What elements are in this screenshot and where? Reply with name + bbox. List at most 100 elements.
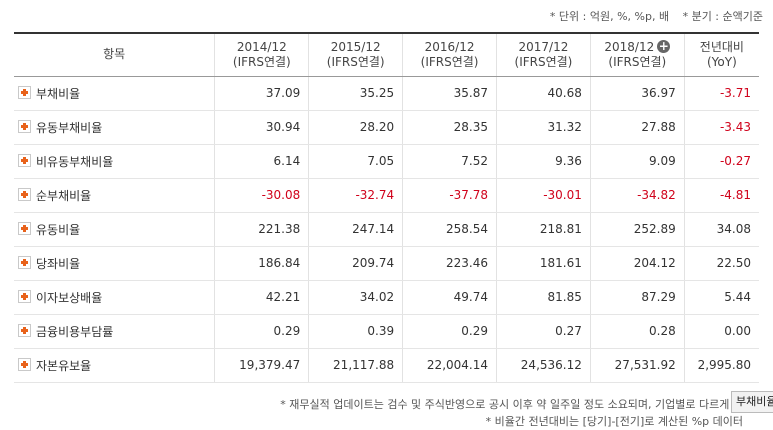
value-cell: 9.09 xyxy=(589,144,685,179)
expand-plus-icon[interactable] xyxy=(18,323,31,337)
value-cell: 21,117.88 xyxy=(308,348,403,383)
expand-plus-icon[interactable] xyxy=(18,119,31,133)
unit-note: * 단위 : 억원, %, %p, 배 * 분기 : 순액기준 xyxy=(550,8,763,24)
header-period-basis: (IFRS연결) xyxy=(514,54,573,69)
header-period-year: 2015/12 xyxy=(330,39,381,54)
yoy-cell: -3.43 xyxy=(683,110,759,145)
value-cell: -32.74 xyxy=(308,178,403,213)
table-row: 부채비율 37.09 35.25 35.87 40.68 36.97 -3.71 xyxy=(14,76,759,111)
table-row: 이자보상배율 42.21 34.02 49.74 81.85 87.29 5.44 xyxy=(14,280,759,315)
row-label[interactable]: 비유동부채비율 xyxy=(36,154,114,169)
value-cell: 6.14 xyxy=(214,144,309,179)
value-cell: 9.36 xyxy=(496,144,591,179)
row-name-cell: 유동부채비율 xyxy=(14,110,215,145)
row-name-cell: 금융비용부담률 xyxy=(14,314,215,349)
table-header-row: 항목 2014/12 (IFRS연결) 2015/12 (IFRS연결) 201… xyxy=(14,32,759,77)
header-period: 2017/12 (IFRS연결) xyxy=(496,32,591,77)
expand-plus-icon[interactable] xyxy=(18,153,31,167)
value-cell: 7.52 xyxy=(402,144,497,179)
header-period-year: 2018/12 xyxy=(604,39,655,54)
header-period-year: 2016/12 xyxy=(424,39,475,54)
unit-note-basis: * 분기 : 순액기준 xyxy=(682,10,763,23)
row-name-cell: 비유동부채비율 xyxy=(14,144,215,179)
value-cell: 22,004.14 xyxy=(402,348,497,383)
header-period-year: 2017/12 xyxy=(518,39,569,54)
value-cell: 42.21 xyxy=(214,280,309,315)
value-cell: 35.87 xyxy=(402,76,497,111)
footer-note-2: * 비율간 전년대비는 [당기]-[전기]로 계산된 %p 데이터 xyxy=(485,415,743,428)
header-yoy-sub: (YoY) xyxy=(706,54,737,69)
unit-note-unit: * 단위 : 억원, %, %p, 배 xyxy=(549,10,670,23)
row-label[interactable]: 유동부채비율 xyxy=(36,120,103,135)
yoy-cell: 34.08 xyxy=(683,212,759,247)
row-label[interactable]: 이자보상배율 xyxy=(36,290,103,305)
header-period: 2014/12 (IFRS연결) xyxy=(214,32,309,77)
table-row: 유동부채비율 30.94 28.20 28.35 31.32 27.88 -3.43 xyxy=(14,110,759,145)
value-cell: 221.38 xyxy=(214,212,309,247)
value-cell: -37.78 xyxy=(402,178,497,213)
value-cell: 81.85 xyxy=(496,280,591,315)
header-period: 2015/12 (IFRS연결) xyxy=(308,32,403,77)
row-label[interactable]: 순부채비율 xyxy=(36,188,92,203)
value-cell: 27,531.92 xyxy=(589,348,685,383)
value-cell: 258.54 xyxy=(402,212,497,247)
yoy-cell: -3.71 xyxy=(683,76,759,111)
value-cell: 35.25 xyxy=(308,76,403,111)
row-name-cell: 당좌비율 xyxy=(14,246,215,281)
value-cell: -30.01 xyxy=(496,178,591,213)
table-row: 당좌비율 186.84 209.74 223.46 181.61 204.12 22.50 xyxy=(14,246,759,281)
value-cell: 7.05 xyxy=(308,144,403,179)
value-cell: 181.61 xyxy=(496,246,591,281)
header-period-basis: (IFRS연결) xyxy=(232,54,291,69)
row-name-cell: 자본유보율 xyxy=(14,348,215,383)
table-row: 자본유보율 19,379.47 21,117.88 22,004.14 24,536.1… xyxy=(14,348,759,383)
value-cell: 186.84 xyxy=(214,246,309,281)
expand-plus-icon[interactable] xyxy=(18,187,31,201)
header-period-year: 2014/12 xyxy=(236,39,287,54)
value-cell: 36.97 xyxy=(589,76,685,111)
header-yoy-label: 전년대비 xyxy=(699,39,744,54)
expand-plus-icon[interactable] xyxy=(18,357,31,371)
value-cell: 30.94 xyxy=(214,110,309,145)
value-cell: 0.29 xyxy=(214,314,309,349)
value-cell: 247.14 xyxy=(308,212,403,247)
header-item: 항목 xyxy=(14,32,215,77)
value-cell: 0.27 xyxy=(496,314,591,349)
value-cell: 209.74 xyxy=(308,246,403,281)
value-cell: 40.68 xyxy=(496,76,591,111)
expand-plus-icon[interactable] xyxy=(18,289,31,303)
value-cell: 252.89 xyxy=(589,212,685,247)
table-row: 순부채비율 -30.08 -32.74 -37.78 -30.01 -34.82 -4.81 xyxy=(14,178,759,213)
value-cell: 87.29 xyxy=(589,280,685,315)
value-cell: 31.32 xyxy=(496,110,591,145)
row-label[interactable]: 당좌비율 xyxy=(36,256,81,271)
row-name-cell: 순부채비율 xyxy=(14,178,215,213)
value-cell: 28.20 xyxy=(308,110,403,145)
row-name-cell: 부채비율 xyxy=(14,76,215,111)
yoy-cell: -0.27 xyxy=(683,144,759,179)
value-cell: 28.35 xyxy=(402,110,497,145)
header-yoy: 전년대비 (YoY) xyxy=(683,32,759,77)
expand-plus-icon[interactable] xyxy=(18,85,31,99)
yoy-cell: 5.44 xyxy=(683,280,759,315)
yoy-cell: -4.81 xyxy=(683,178,759,213)
row-label[interactable]: 유동비율 xyxy=(36,222,81,237)
table-row: 금융비용부담률 0.29 0.39 0.29 0.27 0.28 0.00 xyxy=(14,314,759,349)
row-label[interactable]: 부채비율 xyxy=(36,86,81,101)
value-cell: 223.46 xyxy=(402,246,497,281)
value-cell: -34.82 xyxy=(589,178,685,213)
header-period-basis: (IFRS연결) xyxy=(608,54,667,69)
expand-plus-icon[interactable] xyxy=(18,221,31,235)
header-period-basis: (IFRS연결) xyxy=(420,54,479,69)
header-period: 2018/12 + (IFRS연결) xyxy=(589,32,685,77)
plus-circle-icon[interactable]: + xyxy=(657,38,671,53)
row-tooltip: 부채비율 xyxy=(731,391,773,413)
row-label[interactable]: 금융비용부담률 xyxy=(36,324,114,339)
value-cell: 27.88 xyxy=(589,110,685,145)
expand-plus-icon[interactable] xyxy=(18,255,31,269)
row-name-cell: 유동비율 xyxy=(14,212,215,247)
value-cell: -30.08 xyxy=(214,178,309,213)
value-cell: 24,536.12 xyxy=(496,348,591,383)
row-label[interactable]: 자본유보율 xyxy=(36,358,92,373)
value-cell: 0.29 xyxy=(402,314,497,349)
